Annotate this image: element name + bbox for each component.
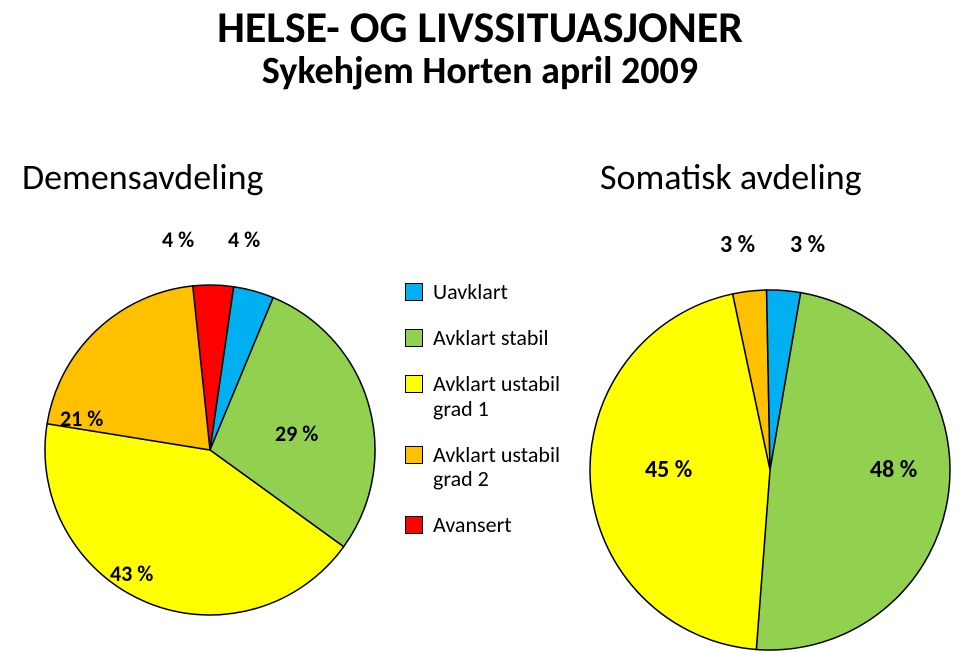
label-demens: Demensavdeling [22,155,264,199]
legend-item: Avklart ustabil grad 2 [405,443,605,491]
legend-label: Avklart ustabil grad 2 [433,443,593,491]
legend-swatch [405,516,423,534]
data-label: 4 % [162,226,194,253]
legend-swatch [405,329,423,347]
data-label: 4 % [228,226,260,253]
legend-label: Uavklart [433,280,508,304]
slide: { "title": { "main": "HELSE- OG LIVSSITU… [0,0,960,650]
legend-item: Avklart ustabil grad 1 [405,372,605,420]
legend-item: Avklart stabil [405,326,605,350]
legend-label: Avklart stabil [433,326,549,350]
legend-swatch [405,283,423,301]
data-label: 48 % [870,455,917,484]
data-label: 3 % [720,230,755,259]
subtitle: Sykehjem Horten april 2009 [0,52,960,92]
data-label: 29 % [275,420,318,447]
legend: Uavklart Avklart stabil Avklart ustabil gr… [405,280,605,559]
data-label: 45 % [645,455,692,484]
legend-item: Uavklart [405,280,605,304]
main-title: HELSE- OG LIVSSITUASJONER [0,0,960,50]
legend-label: Avklart ustabil grad 1 [433,372,593,420]
legend-label: Avansert [433,513,512,537]
data-label: 21 % [60,405,103,432]
label-somatisk: Somatisk avdeling [600,155,862,199]
legend-swatch [405,446,423,464]
legend-swatch [405,375,423,393]
legend-item: Avansert [405,513,605,537]
data-label: 3 % [790,230,825,259]
pie-chart-demens [43,283,377,617]
data-label: 43 % [110,560,153,587]
